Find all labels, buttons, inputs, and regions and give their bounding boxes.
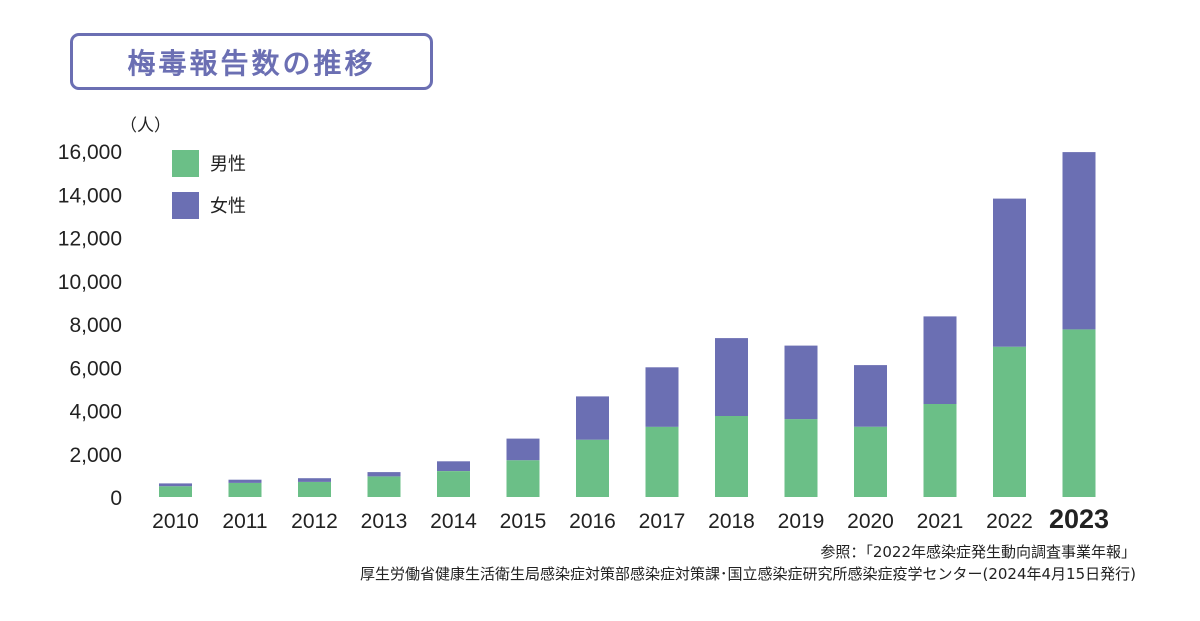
bar-female-2021 — [923, 316, 957, 404]
bar-female-2022 — [993, 198, 1026, 347]
x-tick-label: 2023 — [1049, 504, 1109, 534]
x-tick-label: 2016 — [569, 510, 616, 533]
bar-female-2015 — [506, 438, 540, 461]
bar-female-2018 — [715, 338, 748, 416]
bar-male-2021 — [923, 404, 957, 497]
y-tick-label: 4,000 — [69, 401, 122, 424]
x-tick-label: 2014 — [430, 510, 477, 533]
bar-male-2020 — [854, 426, 887, 497]
bar-female-2014 — [437, 461, 470, 471]
bar-male-2023 — [1062, 329, 1096, 497]
x-tick-label: 2013 — [361, 510, 408, 533]
bar-female-2016 — [576, 396, 609, 440]
x-tick-label: 2010 — [152, 510, 199, 533]
legend-swatch — [172, 150, 199, 177]
x-tick-label: 2017 — [639, 510, 686, 533]
bar-male-2013 — [367, 476, 401, 497]
bar-female-2023 — [1062, 152, 1096, 330]
bar-female-2011 — [228, 479, 262, 483]
x-tick-label: 2011 — [222, 510, 267, 533]
x-tick-label: 2015 — [500, 510, 547, 533]
y-tick-label: 12,000 — [58, 228, 122, 251]
bar-female-2013 — [367, 472, 401, 477]
legend-label: 女性 — [210, 196, 246, 217]
legend-label: 男性 — [210, 154, 246, 175]
bar-male-2019 — [784, 419, 818, 497]
bar-male-2017 — [645, 426, 679, 497]
x-tick-label: 2012 — [291, 510, 338, 533]
bar-male-2014 — [437, 471, 470, 497]
y-tick-label: 16,000 — [58, 141, 122, 164]
y-tick-label: 8,000 — [69, 314, 122, 337]
source-line-2: 厚生労働省健康生活衛生局感染症対策部感染症対策課･国立感染症研究所感染症疫学セン… — [359, 565, 1136, 583]
x-tick-label: 2019 — [778, 510, 825, 533]
bar-male-2012 — [298, 481, 331, 497]
x-tick-label: 2022 — [986, 510, 1033, 533]
bar-female-2010 — [159, 483, 192, 487]
chart-title: 梅毒報告数の推移 — [127, 46, 376, 80]
source-line-1: 参照：「2022年感染症発生動向調査事業年報」 — [820, 543, 1136, 561]
y-tick-label: 0 — [110, 487, 122, 510]
bar-female-2012 — [298, 478, 331, 482]
x-tick-label: 2020 — [847, 510, 894, 533]
bar-male-2011 — [228, 482, 262, 497]
bar-male-2016 — [576, 439, 609, 497]
bar-male-2022 — [993, 346, 1026, 497]
bar-male-2018 — [715, 415, 748, 497]
x-tick-label: 2018 — [708, 510, 755, 533]
chart-title-box: 梅毒報告数の推移 — [70, 33, 433, 90]
x-tick-label: 2021 — [917, 510, 964, 533]
y-tick-label: 10,000 — [58, 271, 122, 294]
bar-male-2015 — [506, 460, 540, 497]
bar-male-2010 — [159, 486, 192, 497]
bar-female-2017 — [645, 367, 679, 427]
y-tick-label: 14,000 — [58, 184, 122, 207]
legend-swatch — [172, 192, 199, 219]
y-tick-label: 2,000 — [69, 444, 122, 467]
bar-female-2020 — [854, 365, 887, 427]
y-tick-label: 6,000 — [69, 357, 122, 380]
bar-female-2019 — [784, 345, 818, 420]
y-axis-unit-label: （人） — [120, 116, 171, 136]
